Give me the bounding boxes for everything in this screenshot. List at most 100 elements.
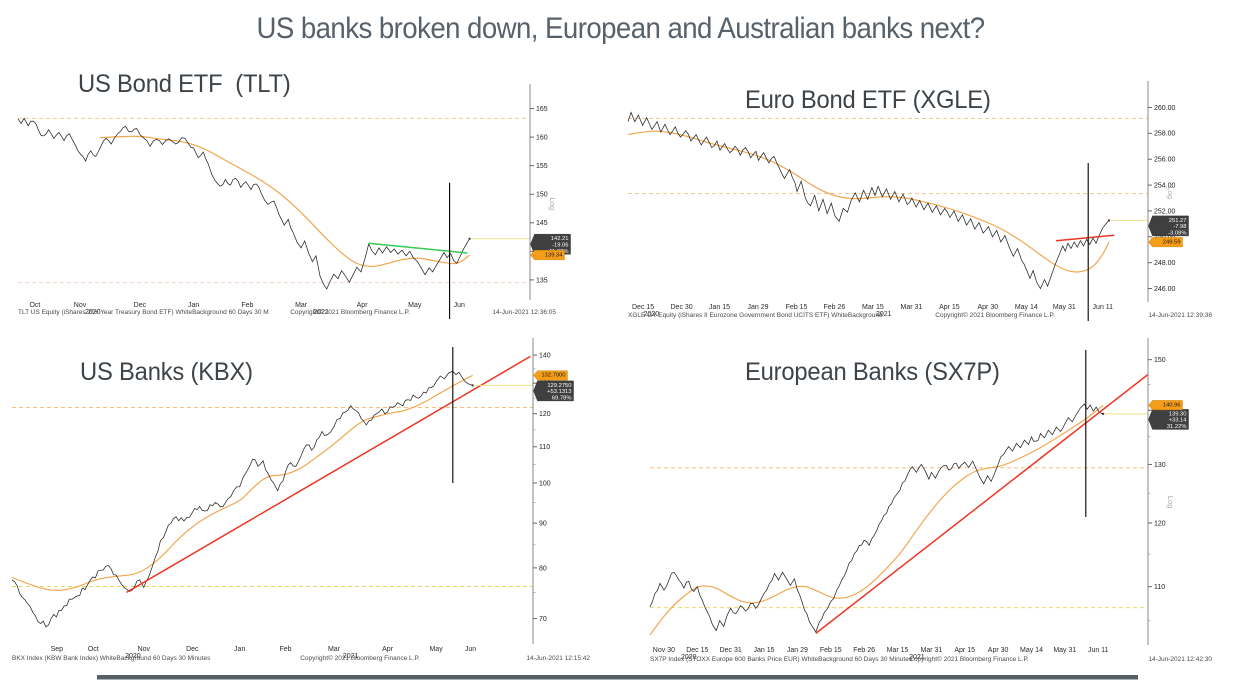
svg-text:Jan 29: Jan 29 (787, 647, 808, 654)
svg-text:Apr: Apr (357, 302, 369, 309)
tlt-footer-ticker: TLT US Equity (iShares 20+ Year Treasury… (18, 309, 269, 316)
svg-text:135: 135 (536, 277, 548, 284)
kbx-chart: 140130120110100908070SepOctNovDecJanFebM… (11, 338, 574, 660)
svg-text:Feb 26: Feb 26 (824, 304, 846, 311)
slide-bottom-divider-shadow (97, 679, 1138, 680)
xgle-chart: 260.00258.00256.00254.00252.00250.00248.… (627, 81, 1189, 321)
xgle-chart-title: Euro Bond ETF (XGLE) (745, 86, 991, 114)
svg-text:150: 150 (536, 192, 548, 199)
svg-text:May 14: May 14 (1015, 304, 1038, 311)
page-title: US banks broken down, European and Austr… (256, 12, 985, 45)
svg-text:246.00: 246.00 (1154, 286, 1176, 293)
svg-text:+53.1313: +53.1313 (547, 389, 571, 395)
svg-text:132.7000: 132.7000 (541, 373, 565, 379)
svg-text:142.21: 142.21 (551, 236, 569, 242)
svg-text:252.00: 252.00 (1154, 208, 1176, 215)
svg-text:2021: 2021 (876, 311, 892, 318)
sx7p-footer-ticker: SX7P Index (STOXX Europe 600 Banks Price… (650, 656, 913, 663)
svg-text:Jan 29: Jan 29 (747, 304, 768, 311)
svg-text:-3.08%: -3.08% (1168, 231, 1186, 237)
xgle-footer-timestamp: 14-Jun-2021 12:39:38 (1148, 312, 1212, 319)
svg-text:Oct: Oct (29, 302, 40, 309)
svg-text:2020: 2020 (681, 654, 697, 661)
svg-text:251.27: 251.27 (1169, 218, 1187, 224)
svg-text:256.00: 256.00 (1154, 157, 1176, 164)
svg-text:139.30: 139.30 (1169, 411, 1187, 417)
svg-text:May 14: May 14 (1020, 647, 1043, 654)
svg-text:Jun 11: Jun 11 (1088, 647, 1109, 654)
svg-text:110: 110 (539, 444, 550, 451)
svg-text:130: 130 (1154, 462, 1166, 469)
svg-text:Feb 15: Feb 15 (820, 647, 842, 654)
tlt-chart-title: US Bond ETF (TLT) (78, 70, 291, 98)
svg-text:80: 80 (539, 565, 547, 572)
svg-text:254.00: 254.00 (1154, 183, 1176, 190)
svg-text:Mar 15: Mar 15 (887, 647, 909, 654)
svg-text:2021: 2021 (313, 309, 329, 316)
svg-text:Log: Log (1166, 496, 1175, 509)
svg-text:Oct: Oct (88, 646, 99, 653)
svg-text:Sep: Sep (51, 646, 64, 653)
svg-text:Apr: Apr (382, 646, 394, 653)
svg-text:120: 120 (539, 411, 551, 418)
svg-text:Apr 30: Apr 30 (977, 304, 998, 311)
svg-text:Mar 31: Mar 31 (901, 304, 923, 311)
tlt-footer-timestamp: 14-Jun-2021 12:36:05 (492, 309, 556, 316)
svg-text:Nov: Nov (138, 646, 151, 653)
svg-text:260.00: 260.00 (1154, 105, 1176, 112)
svg-text:Log: Log (548, 198, 557, 211)
svg-text:69.78%: 69.78% (552, 396, 572, 402)
svg-text:160: 160 (536, 135, 548, 142)
svg-text:Dec 15: Dec 15 (632, 304, 654, 311)
svg-text:145: 145 (536, 220, 548, 227)
xgle-footer-copyright: Copyright© 2021 Bloomberg Finance L.P. (935, 312, 1055, 319)
kbx-footer-timestamp: 14-Jun-2021 12:15:42 (526, 655, 590, 662)
svg-text:Jan: Jan (234, 646, 245, 653)
svg-text:Dec 15: Dec 15 (686, 647, 708, 654)
slide-bottom-divider (97, 675, 1138, 679)
sx7p-footer-timestamp: 14-Jun-2021 12:42:30 (1148, 656, 1212, 663)
svg-text:129.2750: 129.2750 (547, 383, 571, 389)
svg-text:248.00: 248.00 (1154, 260, 1176, 267)
svg-text:2021: 2021 (909, 654, 925, 661)
svg-text:May 31: May 31 (1053, 647, 1076, 654)
svg-text:May: May (429, 646, 443, 653)
svg-text:100: 100 (539, 480, 551, 487)
svg-text:Log: Log (1166, 187, 1175, 200)
svg-text:Mar 15: Mar 15 (862, 304, 884, 311)
svg-text:Jun: Jun (454, 302, 465, 309)
svg-text:2020: 2020 (85, 309, 101, 316)
svg-text:2020: 2020 (644, 311, 660, 318)
svg-text:Apr 15: Apr 15 (954, 647, 975, 654)
kbx-chart-title: US Banks (KBX) (80, 358, 253, 386)
svg-text:Feb: Feb (241, 302, 253, 309)
svg-text:150: 150 (1154, 357, 1166, 364)
svg-text:Feb 15: Feb 15 (786, 304, 808, 311)
svg-text:-7.98: -7.98 (1173, 224, 1186, 230)
svg-text:249.59: 249.59 (1163, 239, 1181, 245)
kbx-footer-ticker: BKX Index (KBW Bank Index) WhiteBackgrou… (12, 655, 211, 662)
svg-text:Feb: Feb (279, 646, 291, 653)
svg-text:Nov 30: Nov 30 (653, 647, 675, 654)
svg-text:70: 70 (539, 616, 547, 623)
svg-text:Dec: Dec (134, 302, 147, 309)
svg-text:Jun 11: Jun 11 (1093, 304, 1114, 311)
svg-text:258.00: 258.00 (1154, 131, 1176, 138)
svg-text:Jun: Jun (465, 646, 476, 653)
svg-text:Jan 15: Jan 15 (753, 647, 774, 654)
svg-text:Dec 30: Dec 30 (671, 304, 693, 311)
svg-text:Nov: Nov (74, 302, 87, 309)
svg-text:May 31: May 31 (1053, 304, 1076, 311)
svg-text:Jan 15: Jan 15 (709, 304, 730, 311)
svg-text:Dec: Dec (186, 646, 199, 653)
svg-text:-19.06: -19.06 (552, 243, 568, 249)
svg-text:Mar 31: Mar 31 (921, 647, 943, 654)
svg-text:139.34: 139.34 (545, 252, 564, 258)
svg-text:110: 110 (1154, 584, 1165, 591)
svg-text:90: 90 (539, 521, 547, 528)
svg-text:165: 165 (536, 106, 548, 113)
sx7p-footer-copyright: Copyright© 2021 Bloomberg Finance L.P. (909, 656, 1029, 663)
sx7p-chart-title: European Banks (SX7P) (745, 358, 1000, 386)
